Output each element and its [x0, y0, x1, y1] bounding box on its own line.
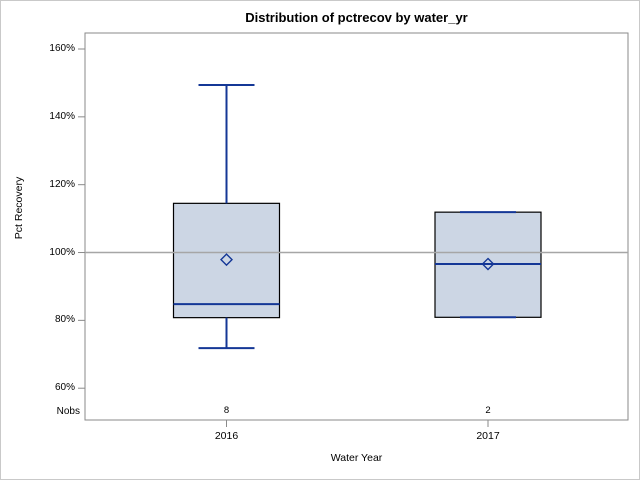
nobs-value: 2 [485, 405, 491, 416]
nobs-value: 8 [223, 405, 230, 416]
x-tick-label: 2017 [476, 430, 500, 442]
chart-title: Distribution of pctrecov by water_yr [245, 10, 468, 25]
plot-frame [84, 32, 629, 421]
y-tick-label: 100% [49, 246, 75, 258]
x-tick-label: 2016 [214, 430, 239, 442]
y-tick-label: 160% [49, 43, 75, 54]
y-tick-label: 120% [49, 178, 75, 190]
y-tick-label: 60% [54, 382, 75, 394]
mean-marker-2016 [220, 253, 233, 267]
box-2016 [172, 202, 281, 319]
y-tick-label: 80% [54, 314, 75, 326]
nobs-row-label: Nobs [56, 406, 80, 417]
y-tick-label: 140% [49, 110, 75, 122]
mean-marker-2017 [481, 257, 495, 271]
x-axis-title: Water Year [330, 452, 383, 464]
